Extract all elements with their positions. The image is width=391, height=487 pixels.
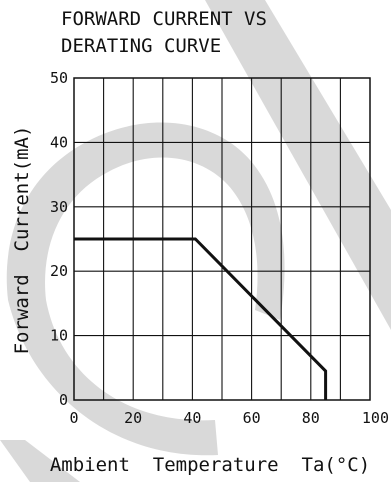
y-tick-label: 40 [50, 133, 68, 151]
y-tick-label: 20 [50, 262, 68, 280]
watermark-arc [6, 122, 285, 456]
chart-title-line-1: FORWARD CURRENT VS [61, 8, 267, 30]
y-axis-label: Forward Current(mA) [11, 126, 33, 355]
y-tick-label: 0 [59, 391, 68, 409]
derating-curve-line [74, 237, 328, 400]
x-axis-label: Ambient Temperature Ta(°C) [50, 454, 370, 476]
x-tick-label: 60 [243, 409, 261, 427]
x-tick-label: 0 [69, 409, 78, 427]
x-tick-label: 100 [362, 409, 389, 427]
x-axis-ticks: 0 20 40 60 80 100 [69, 409, 389, 427]
y-axis-ticks: 0 10 20 30 40 50 [50, 69, 68, 409]
chart-title-line-2: DERATING CURVE [61, 35, 221, 57]
y-tick-label: 50 [50, 69, 68, 87]
y-tick-label: 10 [50, 327, 68, 345]
y-tick-label: 30 [50, 198, 68, 216]
grid-lines [74, 78, 370, 400]
x-tick-label: 80 [302, 409, 320, 427]
x-tick-label: 20 [124, 409, 142, 427]
watermark-lower-left-stroke [0, 440, 80, 482]
series-layer [74, 237, 328, 400]
x-tick-label: 40 [183, 409, 201, 427]
